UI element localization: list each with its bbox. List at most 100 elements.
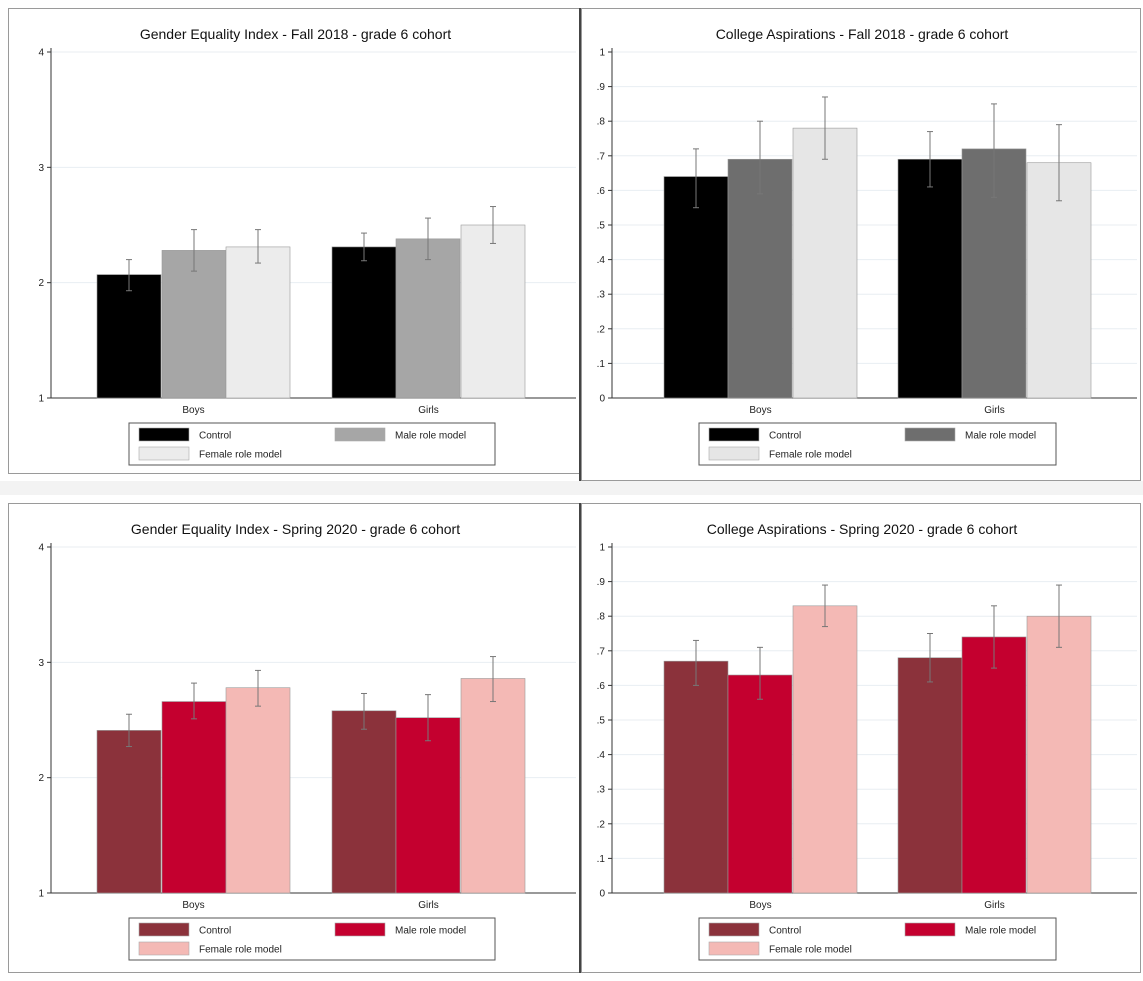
bar-control-boys bbox=[96, 274, 162, 399]
chart-svg-gender-equality-spring-2020: Gender Equality Index - Spring 2020 - gr… bbox=[38, 521, 576, 961]
bar-male-role-model-girls bbox=[395, 717, 461, 894]
legend-label-female-role-model: Female role model bbox=[769, 450, 852, 461]
bar-male-role-model-boys bbox=[161, 250, 227, 399]
legend-swatch-female-role-model bbox=[708, 941, 760, 956]
error-bar-male-role-model-boys bbox=[191, 229, 197, 272]
y-tick-label: .3 bbox=[597, 290, 606, 301]
bar-male-role-model-boys bbox=[161, 701, 227, 894]
bar-female-role-model-boys bbox=[225, 246, 291, 399]
y-tick-label: 0 bbox=[599, 394, 605, 405]
legend-swatch-male-role-model bbox=[334, 922, 386, 937]
legend-box bbox=[128, 917, 496, 961]
error-bar-male-role-model-girls bbox=[991, 103, 997, 198]
x-category-label: Girls bbox=[418, 900, 439, 911]
legend-label-female-role-model: Female role model bbox=[199, 450, 282, 461]
y-tick-label: 1 bbox=[38, 394, 44, 405]
bar-control-boys bbox=[96, 730, 162, 894]
x-category-label: Boys bbox=[749, 405, 771, 416]
bar-female-role-model-girls bbox=[1026, 615, 1092, 894]
chart-panel-college-aspirations-fall-2018: College Aspirations - Fall 2018 - grade … bbox=[581, 8, 1141, 481]
y-tick-label: 2 bbox=[38, 278, 44, 289]
bar-control-girls bbox=[897, 657, 963, 894]
y-tick-label: .8 bbox=[597, 117, 606, 128]
y-tick-label: .9 bbox=[597, 82, 606, 93]
error-bar-male-role-model-girls bbox=[425, 694, 431, 742]
error-bar-control-boys bbox=[126, 713, 132, 748]
y-tick-label: .8 bbox=[597, 612, 606, 623]
legend-label-control: Control bbox=[769, 431, 801, 442]
error-bar-control-girls bbox=[927, 131, 933, 188]
error-bar-female-role-model-girls bbox=[1056, 124, 1062, 202]
chart-svg-college-aspirations-fall-2018: College Aspirations - Fall 2018 - grade … bbox=[597, 26, 1137, 466]
legend-label-control: Control bbox=[199, 926, 231, 937]
bar-female-role-model-boys bbox=[225, 687, 291, 894]
y-tick-label: 4 bbox=[38, 543, 44, 554]
bar-male-role-model-girls bbox=[395, 238, 461, 399]
error-bar-male-role-model-girls bbox=[425, 217, 431, 261]
bar-female-role-model-girls bbox=[460, 678, 526, 894]
legend-swatch-male-role-model bbox=[334, 427, 386, 442]
error-bar-female-role-model-boys bbox=[822, 584, 828, 628]
chart-title: Gender Equality Index - Spring 2020 - gr… bbox=[131, 521, 460, 537]
chart-panel-gender-equality-spring-2020: Gender Equality Index - Spring 2020 - gr… bbox=[8, 503, 581, 973]
y-tick-label: .3 bbox=[597, 785, 606, 796]
error-bar-female-role-model-boys bbox=[822, 96, 828, 160]
error-bar-control-girls bbox=[361, 692, 367, 730]
error-bar-male-role-model-boys bbox=[757, 120, 763, 195]
x-category-label: Girls bbox=[984, 900, 1005, 911]
bar-control-girls bbox=[897, 158, 963, 399]
y-tick-label: 3 bbox=[38, 658, 44, 669]
legend-label-male-role-model: Male role model bbox=[395, 926, 466, 937]
error-bar-male-role-model-boys bbox=[191, 682, 197, 720]
y-tick-label: .4 bbox=[597, 255, 606, 266]
y-tick-label: .1 bbox=[597, 854, 606, 865]
vertical-divider-bottom bbox=[579, 503, 581, 973]
y-tick-label: 1 bbox=[599, 543, 605, 554]
legend-swatch-control bbox=[138, 922, 190, 937]
error-bar-female-role-model-boys bbox=[255, 669, 261, 707]
error-bar-female-role-model-boys bbox=[255, 229, 261, 264]
error-bar-control-girls bbox=[361, 232, 367, 262]
chart-svg-college-aspirations-spring-2020: College Aspirations - Spring 2020 - grad… bbox=[597, 521, 1137, 961]
y-tick-label: 4 bbox=[38, 48, 44, 59]
x-category-label: Girls bbox=[418, 405, 439, 416]
x-category-label: Girls bbox=[984, 405, 1005, 416]
y-tick-label: .9 bbox=[597, 577, 606, 588]
y-tick-label: 1 bbox=[599, 48, 605, 59]
y-tick-label: 3 bbox=[38, 163, 44, 174]
y-tick-label: .6 bbox=[597, 681, 606, 692]
bar-male-role-model-boys bbox=[727, 674, 793, 894]
chart-panel-college-aspirations-spring-2020: College Aspirations - Spring 2020 - grad… bbox=[581, 503, 1141, 973]
y-tick-label: .2 bbox=[597, 819, 606, 830]
legend-label-female-role-model: Female role model bbox=[769, 945, 852, 956]
legend-swatch-female-role-model bbox=[138, 446, 190, 461]
legend-swatch-control bbox=[708, 922, 760, 937]
y-tick-label: .1 bbox=[597, 359, 606, 370]
error-bar-female-role-model-girls bbox=[490, 206, 496, 244]
y-tick-label: .7 bbox=[597, 646, 606, 657]
x-category-label: Boys bbox=[749, 900, 771, 911]
legend-swatch-female-role-model bbox=[138, 941, 190, 956]
legend-label-male-role-model: Male role model bbox=[395, 431, 466, 442]
legend-swatch-male-role-model bbox=[904, 427, 956, 442]
bar-female-role-model-boys bbox=[792, 127, 858, 399]
bar-female-role-model-boys bbox=[792, 605, 858, 894]
bar-control-boys bbox=[663, 176, 729, 399]
error-bar-male-role-model-girls bbox=[991, 605, 997, 669]
error-bar-female-role-model-girls bbox=[490, 656, 496, 703]
legend-label-female-role-model: Female role model bbox=[199, 945, 282, 956]
y-tick-label: .4 bbox=[597, 750, 606, 761]
y-tick-label: .5 bbox=[597, 221, 606, 232]
bar-female-role-model-girls bbox=[1026, 162, 1092, 399]
bar-control-girls bbox=[331, 246, 397, 399]
bar-male-role-model-girls bbox=[961, 636, 1027, 894]
legend-label-male-role-model: Male role model bbox=[965, 431, 1036, 442]
error-bar-female-role-model-girls bbox=[1056, 584, 1062, 648]
chart-title: College Aspirations - Spring 2020 - grad… bbox=[707, 521, 1018, 537]
error-bar-control-boys bbox=[693, 148, 699, 209]
error-bar-control-girls bbox=[927, 633, 933, 683]
y-tick-label: 1 bbox=[38, 889, 44, 900]
legend-box bbox=[128, 422, 496, 466]
error-bar-control-boys bbox=[126, 259, 132, 292]
legend-label-male-role-model: Male role model bbox=[965, 926, 1036, 937]
